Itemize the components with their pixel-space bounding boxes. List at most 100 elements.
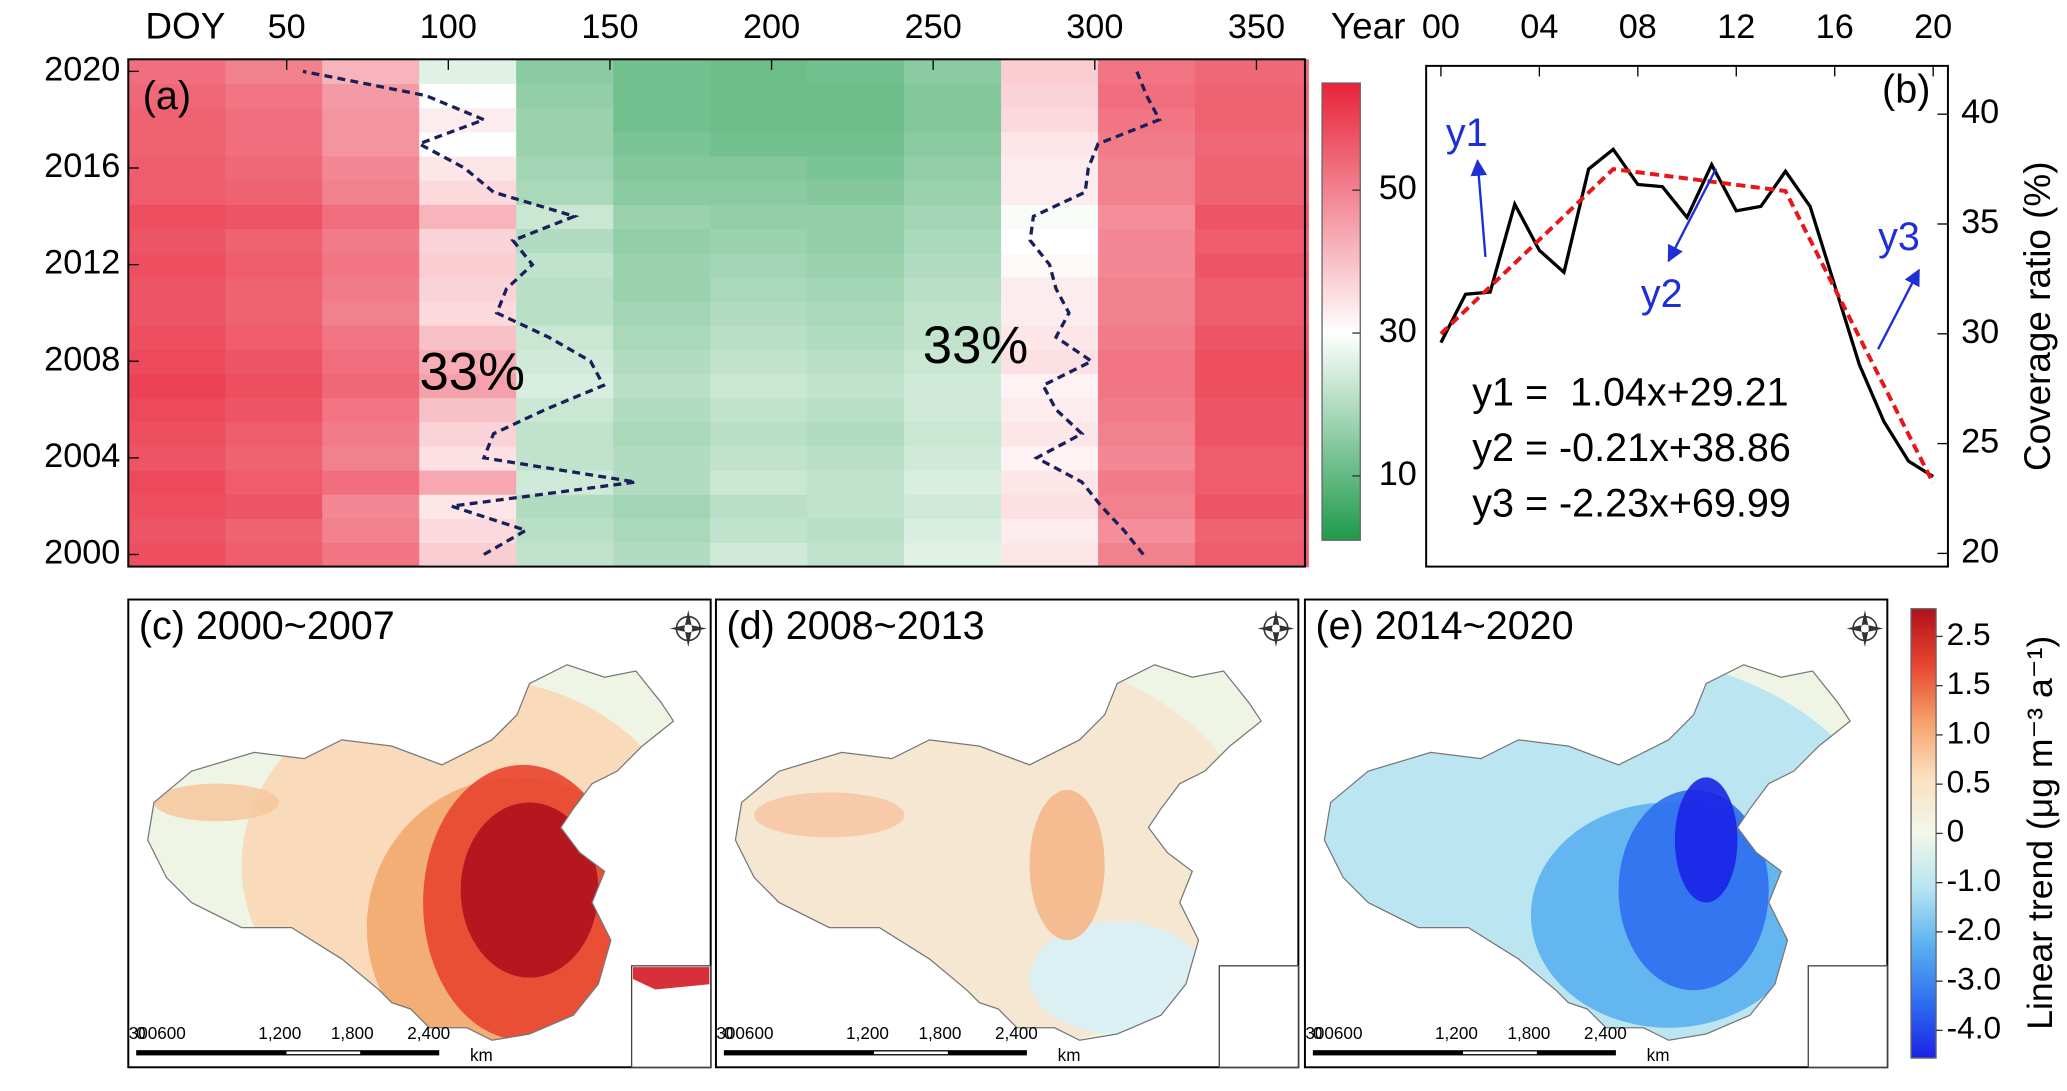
heat-cell (225, 373, 323, 399)
heat-cell (710, 300, 808, 326)
heat-cell (1195, 228, 1309, 254)
heat-cell (1195, 300, 1309, 326)
heat-cell (1001, 373, 1099, 399)
heat-cell (710, 83, 808, 109)
heat-cell (807, 204, 905, 230)
heat-cell (128, 325, 226, 350)
heat-cell (322, 518, 420, 544)
heat-cell (516, 421, 614, 447)
heat-cell (710, 421, 808, 447)
heat-cell (613, 300, 711, 326)
heat-cell (710, 59, 808, 85)
heat-cell (807, 325, 905, 350)
heat-cell (1195, 397, 1309, 423)
heat-cell (807, 59, 905, 85)
x-tick-label: 100 (420, 8, 477, 46)
heat-cell (225, 252, 323, 278)
scale-bar-label: 1,800 (919, 1024, 962, 1043)
heat-cell (516, 59, 614, 85)
trend-region (460, 802, 599, 978)
heat-cell (613, 228, 711, 254)
heat-cell (904, 445, 1002, 471)
heat-cell (1001, 228, 1099, 254)
colorbar-tick-label: -3.0 (1947, 961, 2001, 997)
heat-cell (807, 494, 905, 519)
heat-cell (904, 59, 1002, 85)
heat-cell (419, 228, 517, 254)
x-tick-label: 16 (1816, 8, 1854, 46)
heat-cell (807, 518, 905, 544)
heat-cell (516, 83, 614, 109)
panel-label: (b) (1882, 68, 1930, 112)
y-tick-label: 40 (1961, 93, 1999, 131)
heat-cell (904, 83, 1002, 109)
heat-cell (322, 373, 420, 399)
heat-cell (1195, 373, 1309, 399)
heat-cell (904, 421, 1002, 447)
heat-cell (225, 107, 323, 133)
heat-cell (710, 228, 808, 254)
heat-cell (1001, 83, 1099, 109)
y-tick-label: 30 (1961, 313, 1999, 351)
heat-cell (225, 300, 323, 326)
annotation-arrow (1877, 268, 1921, 350)
heat-cell (904, 131, 1002, 157)
heat-cell (710, 469, 808, 495)
heat-cell (128, 421, 226, 447)
heat-cell (807, 542, 905, 568)
y-tick-label: 2020 (44, 50, 120, 88)
scale-bar-label: km (1647, 1046, 1670, 1065)
heat-cell (710, 518, 808, 544)
heat-cell (1098, 300, 1196, 326)
heat-cell (807, 107, 905, 133)
heat-cell (419, 59, 517, 85)
heat-cell (904, 469, 1002, 495)
heat-cell (1098, 204, 1196, 230)
heat-cell (1195, 494, 1309, 519)
heat-cell (128, 204, 226, 230)
heat-cell (807, 276, 905, 302)
heat-cell (516, 518, 614, 544)
heat-cell (710, 107, 808, 133)
x-axis-label: Year (1331, 6, 1406, 47)
heat-cell (419, 373, 517, 399)
scale-bar-label: km (1058, 1046, 1081, 1065)
heat-cell (419, 276, 517, 302)
heat-cell (419, 155, 517, 181)
heat-cell (419, 204, 517, 230)
heat-cell (322, 155, 420, 181)
heat-cell (613, 373, 711, 399)
heat-cell (128, 300, 226, 326)
heat-cell (807, 373, 905, 399)
heat-cell (516, 300, 614, 326)
heat-cell (225, 59, 323, 85)
heat-cell (225, 445, 323, 471)
y-axis-label: Coverage ratio (%) (2017, 161, 2058, 470)
heat-cell (1098, 276, 1196, 302)
heat-cell (225, 180, 323, 205)
heat-cell (1195, 59, 1309, 85)
panel-label: (a) (143, 74, 191, 118)
heat-cell (419, 469, 517, 495)
heat-cell (1195, 445, 1309, 471)
x-tick-label: 50 (268, 8, 306, 46)
heat-cell (1098, 155, 1196, 181)
colorbar (1321, 82, 1361, 541)
heat-cell (1098, 542, 1196, 568)
heat-cell (1195, 252, 1309, 278)
heat-cell (807, 180, 905, 205)
heat-cell (807, 397, 905, 423)
colorbar-tick-label: -1.0 (1947, 862, 2001, 898)
heat-cell (613, 397, 711, 423)
heat-cell (1098, 373, 1196, 399)
heat-cell (613, 325, 711, 350)
heat-cell (322, 276, 420, 302)
heat-cell (613, 518, 711, 544)
y-tick-label: 2012 (44, 244, 120, 282)
heat-cell (710, 349, 808, 374)
heat-cell (1195, 107, 1309, 133)
heat-cell (807, 228, 905, 254)
heat-cell (1098, 469, 1196, 495)
